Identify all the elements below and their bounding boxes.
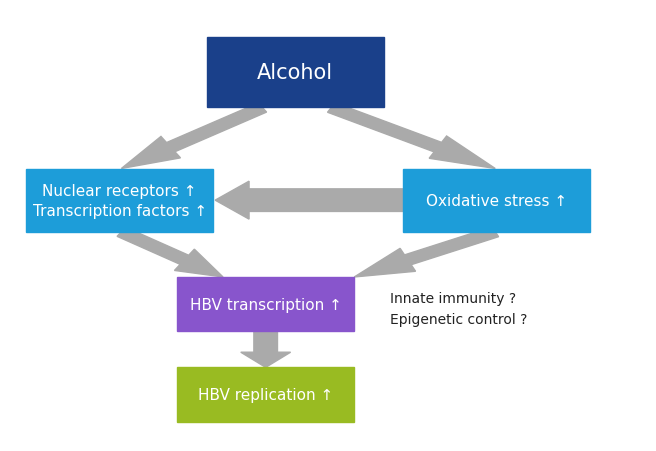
- Polygon shape: [215, 182, 403, 220]
- Text: HBV transcription ↑: HBV transcription ↑: [190, 297, 342, 312]
- Polygon shape: [354, 227, 499, 277]
- FancyBboxPatch shape: [403, 169, 590, 232]
- FancyBboxPatch shape: [177, 277, 354, 331]
- FancyBboxPatch shape: [177, 368, 354, 422]
- Polygon shape: [327, 103, 495, 169]
- Text: Oxidative stress ↑: Oxidative stress ↑: [426, 193, 567, 208]
- Text: Innate immunity ?
Epigenetic control ?: Innate immunity ? Epigenetic control ?: [390, 292, 527, 326]
- Polygon shape: [117, 228, 223, 277]
- Text: HBV replication ↑: HBV replication ↑: [198, 387, 333, 402]
- Polygon shape: [121, 104, 266, 169]
- FancyBboxPatch shape: [26, 169, 213, 232]
- Text: Nuclear receptors ↑
Transcription factors ↑: Nuclear receptors ↑ Transcription factor…: [33, 184, 207, 218]
- FancyBboxPatch shape: [207, 38, 384, 108]
- Text: Alcohol: Alcohol: [257, 63, 333, 83]
- Polygon shape: [241, 331, 291, 368]
